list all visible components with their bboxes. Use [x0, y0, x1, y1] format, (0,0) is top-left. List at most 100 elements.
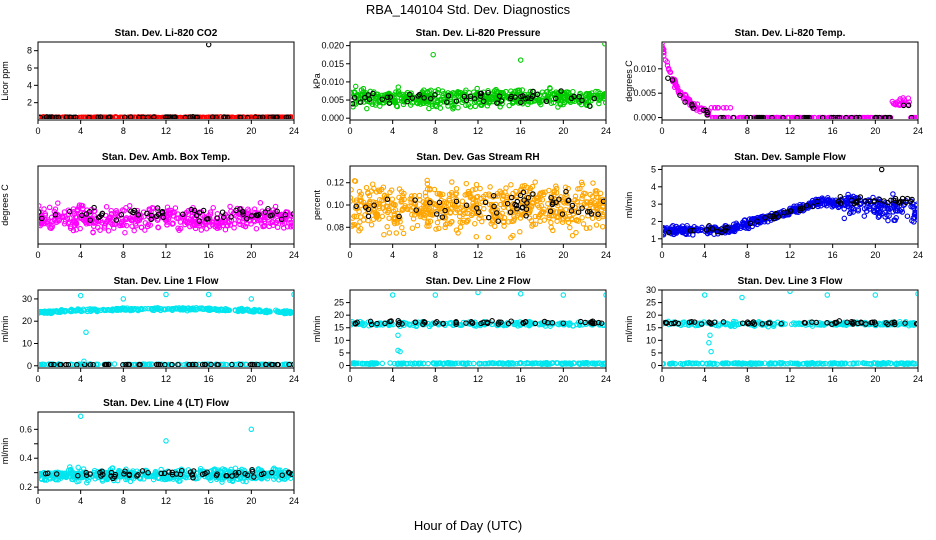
data-point-green	[603, 91, 605, 98]
y-tick-label: 0.000	[633, 113, 656, 123]
data-point-black	[677, 92, 683, 98]
panel-3: Stan. Dev. Li-820 Temp.0 4 8 12 16 20 240.0000…	[624, 28, 923, 136]
data-point-green	[547, 85, 553, 92]
data-point-outliers	[77, 292, 84, 299]
data-point-black	[353, 203, 359, 210]
data-point-black	[876, 114, 883, 119]
data-point-black	[416, 91, 423, 98]
data-point-black	[103, 362, 109, 367]
data-point-black	[849, 320, 855, 326]
data-point-magenta	[257, 200, 264, 206]
data-point-green	[596, 100, 602, 107]
y-tick-label: 6	[27, 63, 32, 73]
data-point-orange	[489, 217, 496, 224]
data-point-black	[39, 209, 42, 215]
data-point-black	[525, 95, 531, 101]
data-point-black	[352, 320, 359, 327]
x-tick-label: 16	[204, 126, 214, 136]
points-layer	[351, 43, 605, 112]
data-point-green	[474, 85, 480, 92]
data-point-blue	[886, 212, 892, 219]
data-point-magenta	[253, 225, 260, 232]
data-point-black	[704, 109, 711, 116]
data-point-green	[494, 93, 500, 99]
y-axis-label: ml/min	[0, 438, 10, 465]
data-point-green	[577, 90, 583, 97]
data-point-orange	[422, 193, 429, 199]
data-point-black	[46, 114, 53, 119]
data-point-magenta	[177, 219, 184, 225]
data-point-orange	[442, 214, 449, 221]
data-point-outliers	[560, 292, 567, 298]
data-point-black	[237, 361, 244, 367]
data-point-black	[208, 361, 214, 367]
data-point-orange	[569, 232, 576, 239]
data-point-magenta	[248, 221, 254, 227]
plot-frame	[349, 289, 607, 369]
data-point-black	[386, 100, 393, 106]
y-tick-label: 0.020	[321, 41, 344, 51]
data-point-orange	[426, 205, 433, 212]
data-point-orange	[488, 220, 494, 227]
data-point-magenta	[727, 105, 734, 111]
data-point-cyan-high	[255, 307, 262, 314]
data-point-black	[434, 319, 440, 325]
x-tick-label: 8	[121, 126, 126, 136]
y-axis-label: kPa	[312, 73, 322, 89]
data-point-black	[824, 320, 830, 326]
data-point-magenta	[245, 206, 251, 212]
data-point-cyan-high	[279, 309, 286, 315]
data-point-orange	[459, 198, 466, 205]
x-tick-label: 4	[702, 374, 707, 384]
data-point-cyan-low	[165, 361, 172, 367]
y-tick-label: 25	[646, 298, 656, 308]
data-point-cyan-low	[39, 361, 42, 367]
data-point-blue	[780, 213, 787, 219]
data-point-magenta	[287, 212, 293, 219]
data-point-magenta	[712, 114, 719, 119]
data-point-orange	[433, 208, 439, 215]
data-point-blue	[892, 202, 899, 209]
data-point-black	[592, 320, 598, 326]
data-point-magenta	[170, 220, 176, 227]
data-point-orange	[457, 219, 463, 225]
data-point-black	[365, 213, 372, 220]
panel-title: Stan. Dev. Line 4 (LT) Flow	[103, 398, 229, 409]
data-point-blue	[912, 211, 917, 217]
data-point-orange	[434, 219, 441, 226]
data-point-black	[187, 114, 194, 119]
data-point-magenta	[274, 224, 281, 231]
data-point-cyan-low	[139, 361, 146, 367]
data-point-black	[771, 216, 777, 222]
data-point-blue	[827, 198, 834, 205]
data-point-orange	[457, 224, 464, 230]
data-point-black	[525, 194, 532, 201]
data-point-orange	[601, 209, 605, 216]
data-point-magenta	[663, 45, 666, 52]
data-point-black	[213, 114, 219, 119]
data-point-black	[412, 197, 418, 203]
data-point-orange	[436, 225, 442, 232]
data-point-black	[253, 212, 259, 218]
data-point-black	[801, 114, 807, 119]
data-point-magenta	[890, 100, 897, 107]
data-point-cyan-low	[370, 360, 377, 367]
data-point-black	[351, 101, 356, 107]
data-point-magenta	[44, 221, 51, 227]
data-point-magenta	[62, 218, 69, 225]
data-point-orange	[579, 193, 586, 199]
data-point-orange	[456, 206, 462, 212]
data-point-orange	[442, 224, 448, 231]
x-tick-label: 12	[785, 250, 795, 260]
data-point-black	[532, 320, 539, 327]
data-point-orange	[381, 192, 388, 199]
data-point-green	[352, 83, 359, 90]
data-point-black	[384, 196, 391, 203]
points-layer	[39, 413, 293, 486]
data-point-black	[240, 209, 246, 215]
data-point-cyan-low	[582, 360, 589, 367]
data-point-black	[237, 114, 243, 119]
x-tick-label: 20	[870, 126, 880, 136]
data-point-magenta	[786, 114, 792, 119]
data-point-black	[86, 114, 92, 119]
